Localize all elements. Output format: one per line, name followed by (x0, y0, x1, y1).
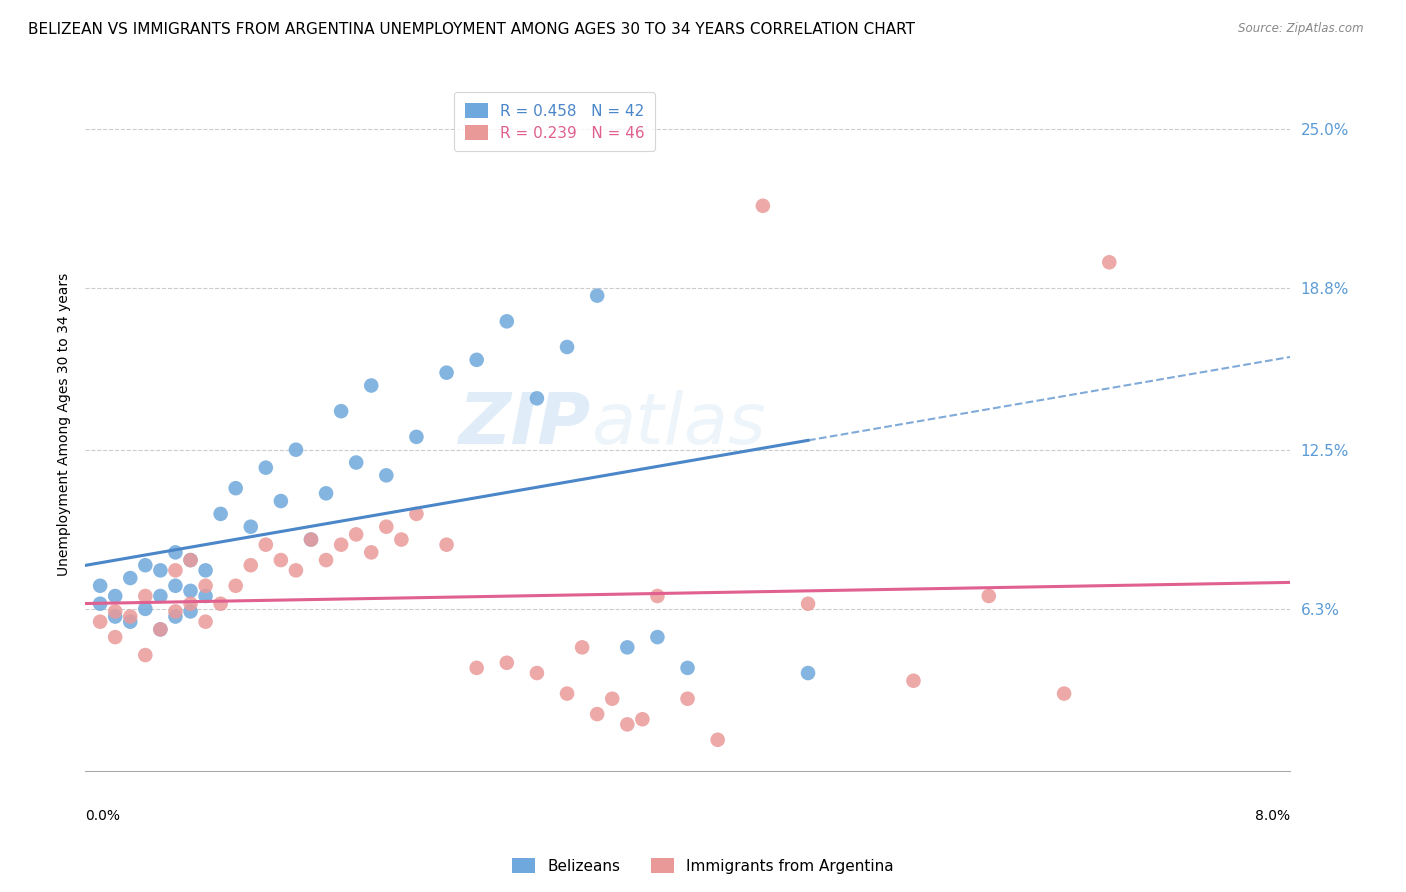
Point (179, 553, 201, 567)
Point (194, 579, 217, 593)
Point (179, 597, 201, 611)
Point (149, 589, 172, 603)
Point (315, 553, 337, 567)
Point (254, 538, 277, 552)
Point (330, 404, 353, 418)
Point (165, 579, 187, 593)
Point (89, 597, 111, 611)
Point (1098, 255, 1121, 269)
Point (270, 494, 292, 508)
Point (104, 604, 127, 618)
Point (586, 288, 609, 302)
Point (375, 519, 398, 533)
Point (194, 589, 217, 603)
Text: atlas: atlas (591, 390, 766, 458)
Point (194, 563, 217, 577)
Point (600, 691, 623, 706)
Point (120, 609, 142, 624)
Point (676, 691, 699, 706)
Point (134, 558, 156, 573)
Point (360, 545, 382, 559)
Point (903, 673, 925, 688)
Text: 0.0%: 0.0% (86, 809, 120, 823)
Point (179, 604, 201, 618)
Point (299, 533, 322, 547)
Text: ZIP: ZIP (458, 390, 591, 458)
Point (977, 589, 1000, 603)
Point (149, 623, 172, 637)
Point (586, 707, 609, 722)
Point (676, 661, 699, 675)
Point (616, 717, 638, 731)
Point (165, 545, 187, 559)
Point (526, 392, 548, 406)
Point (270, 553, 292, 567)
Point (647, 630, 669, 644)
Point (104, 589, 127, 603)
Point (284, 563, 307, 577)
Point (239, 558, 262, 573)
Point (165, 604, 187, 618)
Point (165, 609, 187, 624)
Y-axis label: Unemployment Among Ages 30 to 34 years: Unemployment Among Ages 30 to 34 years (58, 272, 72, 575)
Point (344, 456, 367, 470)
Point (1053, 687, 1076, 701)
Point (405, 430, 427, 444)
Point (631, 712, 654, 726)
Point (389, 533, 412, 547)
Point (706, 732, 728, 747)
Point (330, 538, 353, 552)
Point (225, 481, 247, 495)
Point (120, 615, 142, 629)
Legend: R = 0.458   N = 42, R = 0.239   N = 46: R = 0.458 N = 42, R = 0.239 N = 46 (454, 92, 655, 152)
Point (284, 442, 307, 457)
Point (165, 563, 187, 577)
Point (647, 589, 669, 603)
Point (239, 519, 262, 533)
Point (555, 687, 578, 701)
Text: 8.0%: 8.0% (1256, 809, 1291, 823)
Point (797, 666, 820, 681)
Point (149, 623, 172, 637)
Point (179, 553, 201, 567)
Point (89, 615, 111, 629)
Point (495, 656, 517, 670)
Point (375, 468, 398, 483)
Point (436, 366, 458, 380)
Point (209, 507, 232, 521)
Point (120, 571, 142, 585)
Point (526, 666, 548, 681)
Point (149, 563, 172, 577)
Point (495, 314, 517, 328)
Point (465, 661, 488, 675)
Point (616, 640, 638, 655)
Point (225, 579, 247, 593)
Point (436, 538, 458, 552)
Point (134, 602, 156, 616)
Point (797, 597, 820, 611)
Legend: Belizeans, Immigrants from Argentina: Belizeans, Immigrants from Argentina (506, 852, 900, 880)
Point (315, 486, 337, 500)
Point (254, 460, 277, 475)
Text: Source: ZipAtlas.com: Source: ZipAtlas.com (1239, 22, 1364, 36)
Point (104, 609, 127, 624)
Point (752, 199, 775, 213)
Point (134, 648, 156, 662)
Point (405, 507, 427, 521)
Point (104, 630, 127, 644)
Point (179, 583, 201, 598)
Point (89, 579, 111, 593)
Point (344, 527, 367, 541)
Point (360, 378, 382, 392)
Text: BELIZEAN VS IMMIGRANTS FROM ARGENTINA UNEMPLOYMENT AMONG AGES 30 TO 34 YEARS COR: BELIZEAN VS IMMIGRANTS FROM ARGENTINA UN… (28, 22, 915, 37)
Point (465, 352, 488, 367)
Point (209, 597, 232, 611)
Point (555, 340, 578, 354)
Point (299, 533, 322, 547)
Point (134, 589, 156, 603)
Point (571, 640, 593, 655)
Point (194, 615, 217, 629)
